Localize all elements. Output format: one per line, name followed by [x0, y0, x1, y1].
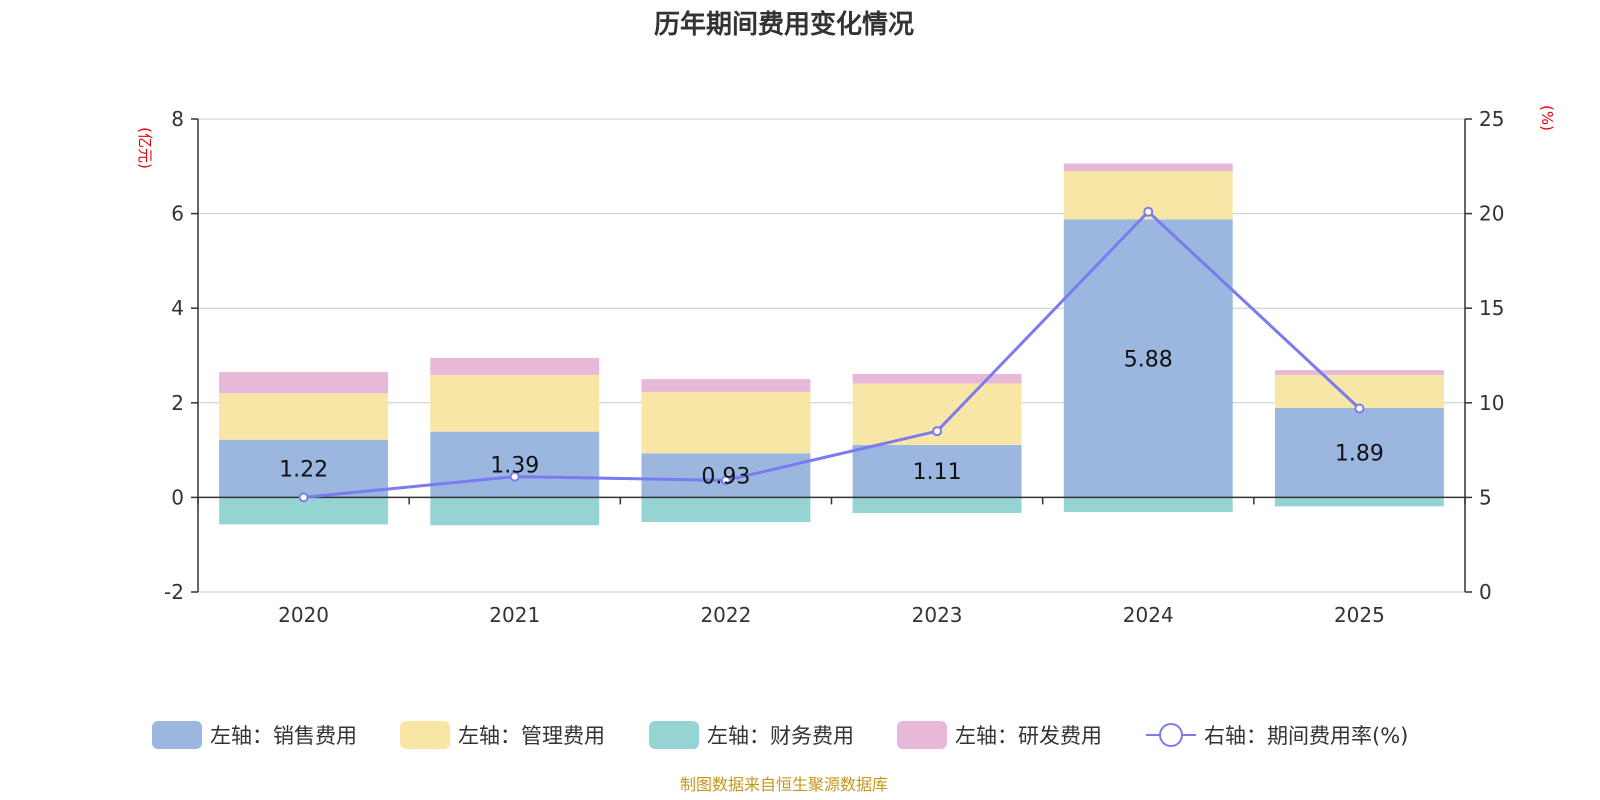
- bar-segment-2020-s1: [219, 393, 389, 440]
- bar-segment-2025-s1: [1274, 374, 1444, 409]
- source-note: 制图数据来自恒生聚源数据库: [680, 775, 888, 794]
- bar-segment-2021-s2: [430, 497, 600, 526]
- rate-point-2023: [932, 426, 943, 437]
- chart-title: 历年期间费用变化情况: [654, 9, 914, 40]
- right-tick-label: 15: [1479, 296, 1504, 320]
- bar-segment-2020-s3: [219, 372, 389, 394]
- left-tick-label: 0: [171, 485, 184, 509]
- right-tick-label: 20: [1479, 202, 1504, 226]
- legend-swatch: [400, 721, 450, 749]
- bar-segment-2023-s2: [852, 497, 1022, 514]
- data-label-sales: 1.89: [1335, 442, 1384, 467]
- rate-point-2024: [1143, 206, 1154, 217]
- bar-segment-2023-s0: [852, 444, 1022, 498]
- left-tick-label: 8: [171, 107, 184, 131]
- x-tick-label: 2021: [489, 603, 540, 627]
- data-label-sales: 1.39: [490, 454, 539, 479]
- bar-segment-2025-s0: [1274, 408, 1444, 498]
- bars: [219, 163, 1444, 526]
- bar-segment-2025-s2: [1274, 497, 1444, 507]
- gridlines: [198, 118, 1465, 593]
- bar-segment-2024-s2: [1063, 497, 1233, 513]
- legend-swatch: [152, 721, 202, 749]
- bar-segment-2020-s0: [219, 439, 389, 498]
- bar-segment-2024-s3: [1063, 163, 1233, 172]
- data-label-sales: 0.93: [701, 464, 750, 489]
- bar-segment-2022-s3: [641, 379, 811, 392]
- data-label-sales: 1.11: [913, 460, 962, 485]
- legend-label: 左轴：研发费用: [955, 724, 1102, 748]
- left-axis-unit: (亿元): [136, 127, 154, 169]
- x-tick-label: 2024: [1123, 603, 1174, 627]
- rate-line: [298, 206, 1365, 503]
- legend-label: 左轴：财务费用: [707, 724, 854, 748]
- right-tick-label: 5: [1479, 485, 1492, 509]
- x-tick-label: 2023: [912, 603, 963, 627]
- bar-segment-2021-s3: [430, 357, 600, 375]
- legend-marker: [1159, 723, 1183, 747]
- x-tick-label: 2022: [700, 603, 751, 627]
- data-label-sales: 5.88: [1124, 347, 1173, 372]
- left-tick-label: 2: [171, 391, 184, 415]
- bar-segment-2021-s1: [430, 374, 600, 432]
- bar-segment-2025-s3: [1274, 370, 1444, 375]
- rate-point-2022: [720, 475, 731, 486]
- legend-label: 右轴：期间费用率(%): [1204, 724, 1408, 748]
- legend-label: 左轴：管理费用: [458, 724, 605, 748]
- right-tick-label: 25: [1479, 107, 1504, 131]
- legend-label: 左轴：销售费用: [210, 724, 357, 748]
- rate-line-path: [303, 209, 1361, 499]
- bar-segment-2023-s3: [852, 373, 1022, 384]
- bar-segment-2022-s1: [641, 391, 811, 454]
- right-tick-label: 0: [1479, 580, 1492, 604]
- data-labels: 1.22 1.39 0.93 1.11 5.88 1.89: [279, 347, 1384, 489]
- left-tick-label: 4: [171, 296, 184, 320]
- left-tick-label: 6: [171, 202, 184, 226]
- x-tick-label: 2020: [278, 603, 329, 627]
- right-tick-label: 10: [1479, 391, 1504, 415]
- left-tick-label: -2: [164, 580, 184, 604]
- bar-segment-2021-s0: [430, 431, 600, 498]
- legend-swatch: [897, 721, 947, 749]
- x-tick-label: 2025: [1334, 603, 1385, 627]
- bar-segment-2022-s2: [641, 497, 811, 522]
- right-axis-unit: (%): [1538, 105, 1556, 131]
- rate-point-2020: [298, 492, 309, 503]
- rate-point-2025: [1354, 403, 1365, 414]
- rate-point-2021: [509, 471, 520, 482]
- legend[interactable]: 左轴：销售费用 左轴：管理费用 左轴：财务费用 左轴：研发费用 右轴：期间费用率(%): [152, 721, 1408, 749]
- legend-swatch: [649, 721, 699, 749]
- data-label-sales: 1.22: [279, 458, 328, 483]
